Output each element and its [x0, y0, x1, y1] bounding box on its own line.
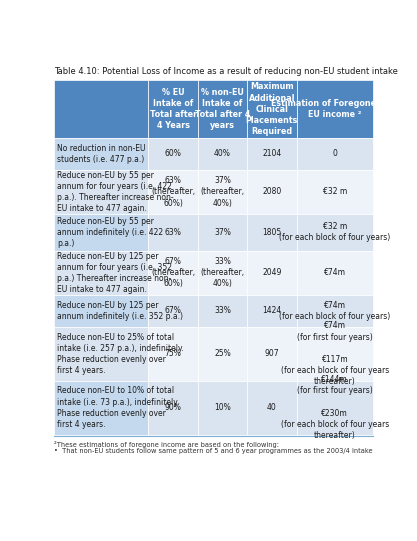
Bar	[148, 138, 198, 170]
Bar	[198, 381, 247, 434]
Text: 2104: 2104	[262, 149, 281, 159]
Bar	[296, 295, 373, 327]
Text: Reduce non-EU by 125 per
annum for four years (i.e. 352
p.a.) Thereafter increas: Reduce non-EU by 125 per annum for four …	[57, 252, 172, 294]
Text: ²These estimations of foregone income are based on the following:: ²These estimations of foregone income ar…	[55, 441, 279, 448]
Text: 37%: 37%	[214, 228, 231, 237]
Text: Maximum
Additional
Clinical
Placements
Required: Maximum Additional Clinical Placements R…	[246, 82, 298, 136]
Bar	[148, 80, 198, 138]
Text: €144m
(for first four years)

€230m
(for each block of four years
thereafter): €144m (for first four years) €230m (for …	[281, 375, 389, 440]
Text: 10%: 10%	[214, 403, 231, 412]
Bar	[55, 327, 148, 381]
Text: No reduction in non-EU
students (i.e. 477 p.a.): No reduction in non-EU students (i.e. 47…	[57, 144, 145, 164]
Bar	[148, 295, 198, 327]
Bar	[198, 138, 247, 170]
Bar	[198, 170, 247, 214]
Text: Reduce non-EU to 10% of total
intake (i.e. 73 p.a.), indefinitely.
Phase reducti: Reduce non-EU to 10% of total intake (i.…	[57, 386, 179, 428]
Text: 67%
(thereafter,
60%): 67% (thereafter, 60%)	[151, 257, 195, 288]
Text: 40: 40	[267, 403, 277, 412]
Text: 60%: 60%	[165, 149, 181, 159]
Text: 25%: 25%	[214, 349, 231, 358]
Bar	[247, 138, 296, 170]
Text: 90%: 90%	[165, 403, 181, 412]
Bar	[55, 381, 148, 434]
Bar	[296, 138, 373, 170]
Bar	[198, 327, 247, 381]
Bar	[247, 250, 296, 295]
Text: 907: 907	[265, 349, 279, 358]
Text: 63%: 63%	[165, 228, 181, 237]
Bar	[247, 214, 296, 250]
Bar	[296, 170, 373, 214]
Bar	[55, 80, 148, 138]
Bar	[247, 295, 296, 327]
Bar	[247, 327, 296, 381]
Bar	[148, 214, 198, 250]
Text: % non-EU
Intake of
Total after 4
years: % non-EU Intake of Total after 4 years	[195, 88, 250, 130]
Text: 40%: 40%	[214, 149, 231, 159]
Bar	[55, 214, 148, 250]
Bar	[55, 250, 148, 295]
Bar	[198, 80, 247, 138]
Text: 2049: 2049	[262, 268, 281, 278]
Bar	[55, 295, 148, 327]
Bar	[198, 250, 247, 295]
Text: €32 m
(for each block of four years): €32 m (for each block of four years)	[279, 222, 390, 242]
Text: 67%: 67%	[165, 306, 181, 315]
Bar	[148, 250, 198, 295]
Text: €32 m: €32 m	[323, 188, 347, 196]
Text: Reduce non-EU to 25% of total
intake (i.e. 257 p.a.), indefinitely.
Phase reduct: Reduce non-EU to 25% of total intake (i.…	[57, 333, 183, 375]
Bar	[296, 381, 373, 434]
Text: 2080: 2080	[262, 188, 281, 196]
Bar	[296, 250, 373, 295]
Text: Reduce non-EU by 125 per
annum indefinitely (i.e. 352 p.a.): Reduce non-EU by 125 per annum indefinit…	[57, 301, 183, 321]
Bar	[55, 138, 148, 170]
Bar	[247, 381, 296, 434]
Bar	[148, 381, 198, 434]
Bar	[55, 170, 148, 214]
Bar	[148, 170, 198, 214]
Bar	[148, 327, 198, 381]
Text: Reduce non-EU by 55 per
annum indefinitely (i.e. 422
p.a.): Reduce non-EU by 55 per annum indefinite…	[57, 217, 163, 248]
Bar	[296, 214, 373, 250]
Text: Reduce non-EU by 55 per
annum for four years (i.e. 422
p.a.). Thereafter increas: Reduce non-EU by 55 per annum for four y…	[57, 171, 173, 213]
Text: 33%
(thereafter,
40%): 33% (thereafter, 40%)	[201, 257, 245, 288]
Text: 1805: 1805	[262, 228, 281, 237]
Text: % EU
Intake of
Total after
4 Years: % EU Intake of Total after 4 Years	[150, 88, 197, 130]
Bar	[247, 170, 296, 214]
Text: Table 4.10: Potential Loss of Income as a result of reducing non-EU student inta: Table 4.10: Potential Loss of Income as …	[55, 67, 398, 76]
Bar	[296, 80, 373, 138]
Text: 1424: 1424	[262, 306, 281, 315]
Text: €74m
(for each block of four years): €74m (for each block of four years)	[279, 301, 390, 321]
Text: 63%
(thereafter,
60%): 63% (thereafter, 60%)	[151, 176, 195, 208]
Bar	[198, 295, 247, 327]
Bar	[247, 80, 296, 138]
Bar	[296, 327, 373, 381]
Text: €74m: €74m	[324, 268, 346, 278]
Text: 75%: 75%	[165, 349, 181, 358]
Text: Estimation of Foregone non-
EU income ²: Estimation of Foregone non- EU income ²	[271, 99, 399, 119]
Text: 0: 0	[332, 149, 337, 159]
Text: 37%
(thereafter,
40%): 37% (thereafter, 40%)	[201, 176, 245, 208]
Bar	[198, 214, 247, 250]
Text: •  That non-EU students follow same pattern of 5 and 6 year programmes as the 20: • That non-EU students follow same patte…	[55, 448, 373, 454]
Text: €74m
(for first four years)

€117m
(for each block of four years
thereafter): €74m (for first four years) €117m (for e…	[281, 321, 389, 386]
Text: 33%: 33%	[214, 306, 231, 315]
